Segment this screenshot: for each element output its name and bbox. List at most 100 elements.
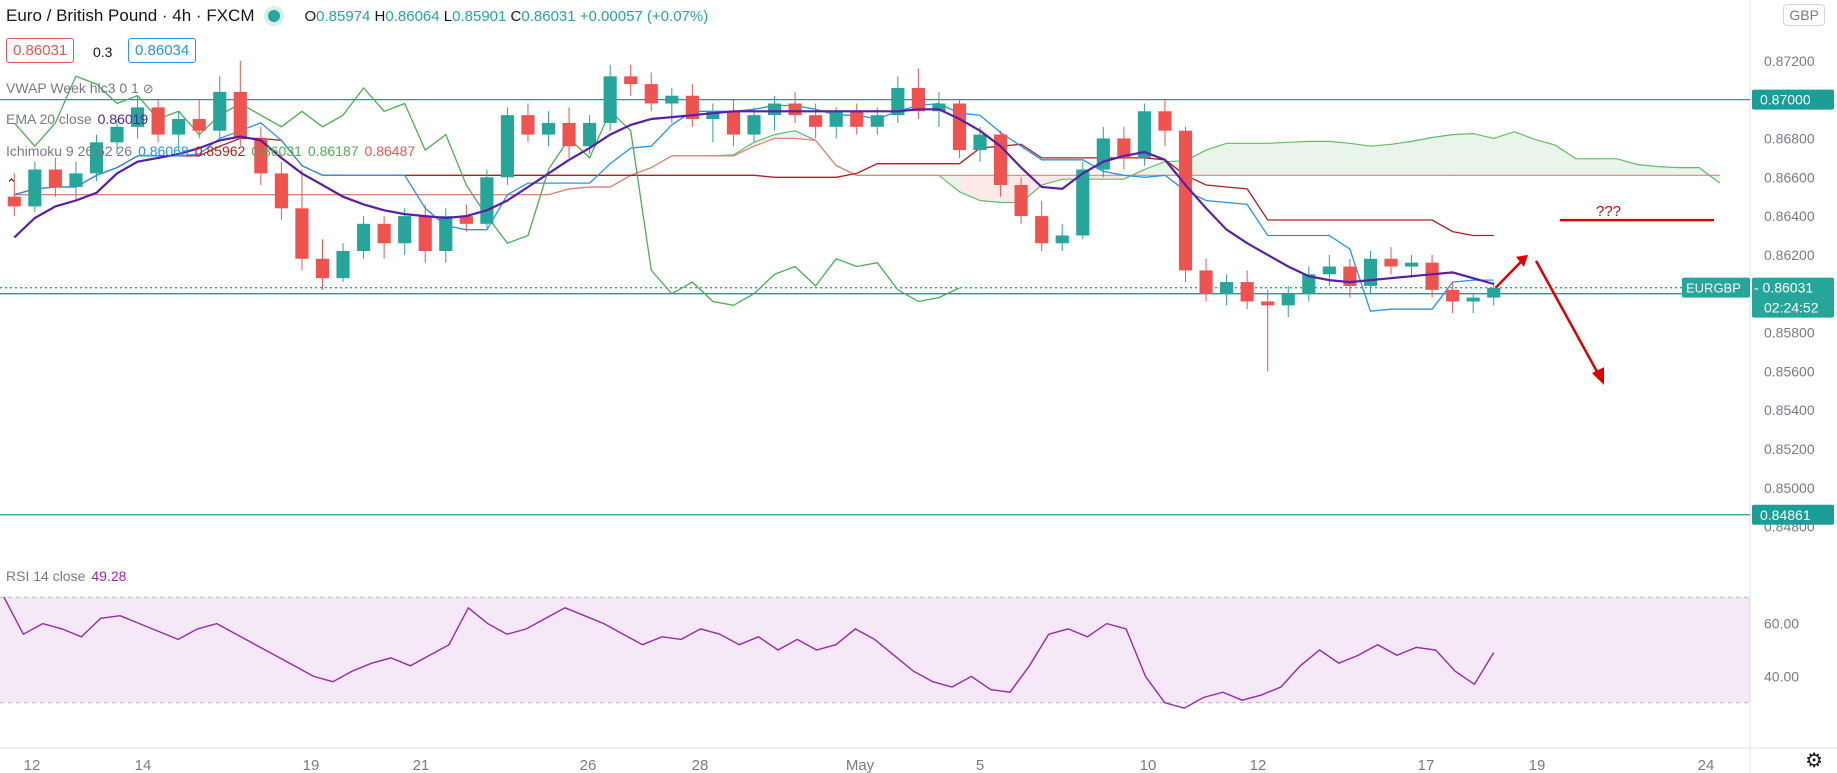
time-tick-label: 5: [976, 757, 984, 773]
candle-body: [336, 251, 350, 279]
candle-body: [1035, 216, 1049, 244]
candle-body: [192, 119, 206, 131]
ema-legend[interactable]: EMA 20 close 0.86019: [6, 111, 148, 127]
candle-body: [213, 91, 227, 131]
up-arrow-shaft: [1494, 259, 1523, 289]
ichimoku-value-5: 0.86487: [364, 143, 416, 159]
countdown-label: 02:24:52: [1764, 300, 1819, 316]
price-tick-label: 0.85000: [1764, 480, 1815, 496]
target-question-label: ???: [1596, 203, 1621, 220]
kumo-cloud-segment: [1452, 133, 1474, 176]
last-price-label-bg: [1752, 277, 1834, 318]
time-tick-label: 19: [1529, 757, 1546, 773]
candle-body: [274, 173, 288, 209]
down-arrow-shaft: [1534, 260, 1602, 378]
level-label-low-bg: [1752, 504, 1834, 525]
candle-body: [357, 223, 371, 252]
sell-price-button[interactable]: 0.86031: [6, 38, 75, 63]
time-tick-label: 17: [1418, 757, 1435, 773]
candle-body: [952, 103, 967, 151]
candle-body: [1076, 169, 1090, 236]
kumo-cloud-segment: [1617, 158, 1638, 176]
candle-body: [994, 134, 1008, 186]
rsi-band: [0, 597, 1750, 703]
settings-gear-icon[interactable]: ⚙: [1805, 750, 1823, 772]
candle-body: [973, 134, 987, 151]
last-price-label: - 0.86031: [1754, 280, 1813, 296]
time-tick-label: 26: [580, 757, 597, 773]
symbol-title[interactable]: Euro / British Pound · 4h · FXCM: [6, 6, 255, 25]
candle-body: [295, 208, 309, 259]
candle-body: [809, 115, 823, 127]
candle-body: [1487, 287, 1501, 298]
price-tick-label: 0.86400: [1764, 208, 1815, 224]
time-tick-label: 21: [413, 757, 430, 773]
candle-body: [1302, 274, 1316, 294]
rsi-tick-label: 40.00: [1764, 668, 1799, 684]
candle-body: [1199, 270, 1213, 294]
ema-label: EMA 20 close: [6, 111, 92, 127]
kumo-cloud-segment: [1411, 137, 1433, 176]
kumo-cloud-segment: [774, 130, 796, 139]
eye-hidden-icon[interactable]: ⊘: [142, 81, 154, 96]
candle-body: [1137, 111, 1151, 158]
price-tick-label: 0.85600: [1764, 363, 1815, 379]
kumo-cloud-segment: [1308, 141, 1330, 176]
chart-header: Euro / British Pound · 4h · FXCM O0.8597…: [6, 6, 708, 26]
collapse-legend-icon[interactable]: ⌃: [6, 176, 17, 191]
candle-body: [172, 119, 186, 135]
candle-body: [439, 216, 453, 252]
time-tick-label: 28: [692, 757, 709, 773]
candle-body: [1384, 258, 1398, 267]
candle-body: [1404, 262, 1419, 267]
rsi-legend[interactable]: RSI 14 close 49.28: [6, 568, 126, 584]
candle-body: [583, 122, 597, 147]
candle-body: [706, 111, 720, 120]
kumo-cloud-segment: [1349, 143, 1371, 176]
candle-body: [1117, 138, 1131, 158]
kumo-cloud-segment: [959, 175, 981, 201]
buy-price-button[interactable]: 0.86034: [128, 38, 197, 63]
time-tick-label: 19: [303, 757, 320, 773]
kumo-cloud-segment: [1041, 175, 1063, 186]
kumo-cloud-segment: [754, 134, 775, 147]
ema-20-line: [13, 108, 1494, 286]
candle-body: [767, 103, 782, 116]
candle-body: [603, 76, 617, 123]
candle-body: [130, 107, 145, 127]
candle-body: [891, 87, 905, 116]
candle-body: [788, 103, 802, 116]
kumo-cloud-segment: [1370, 144, 1391, 176]
ichimoku-value-3: 0.86031: [251, 143, 302, 159]
candle-body: [1220, 282, 1234, 294]
candle-body: [1281, 293, 1295, 306]
candle-body: [1446, 289, 1460, 302]
kumo-cloud-segment: [1390, 141, 1412, 176]
candle-body: [541, 122, 556, 135]
rsi-tick-label: 60.00: [1764, 616, 1799, 632]
candle-body: [233, 91, 247, 139]
kumo-cloud-segment: [1226, 143, 1248, 176]
kumo-cloud-segment: [1288, 141, 1309, 176]
candle-body: [480, 177, 494, 224]
symbol-label: EURGBP: [1686, 281, 1741, 296]
candle-body: [624, 76, 638, 85]
ichimoku-legend[interactable]: Ichimoku 9 26 52 26 0.86068 0.85962 0.86031…: [6, 143, 415, 159]
currency-badge[interactable]: GBP: [1783, 4, 1825, 26]
vwap-label: VWAP Week hlc3 0 1: [6, 80, 139, 96]
candle-body: [1261, 301, 1275, 306]
candle-body: [932, 103, 946, 112]
kumo-cloud-segment: [1432, 134, 1453, 176]
candle-body: [1178, 130, 1193, 271]
kumo-cloud-segment: [1534, 139, 1556, 176]
kumo-cloud-segment: [1473, 133, 1494, 176]
candle-body: [726, 111, 741, 135]
candle-body: [28, 169, 42, 207]
vwap-legend[interactable]: VWAP Week hlc3 0 1 ⊘: [6, 80, 154, 97]
candle-body: [644, 84, 658, 104]
ichimoku-value-2: 0.85962: [194, 143, 246, 159]
spread-value: 0.3: [93, 44, 113, 60]
candle-body: [69, 173, 83, 187]
up-arrow-head: [1516, 254, 1528, 267]
